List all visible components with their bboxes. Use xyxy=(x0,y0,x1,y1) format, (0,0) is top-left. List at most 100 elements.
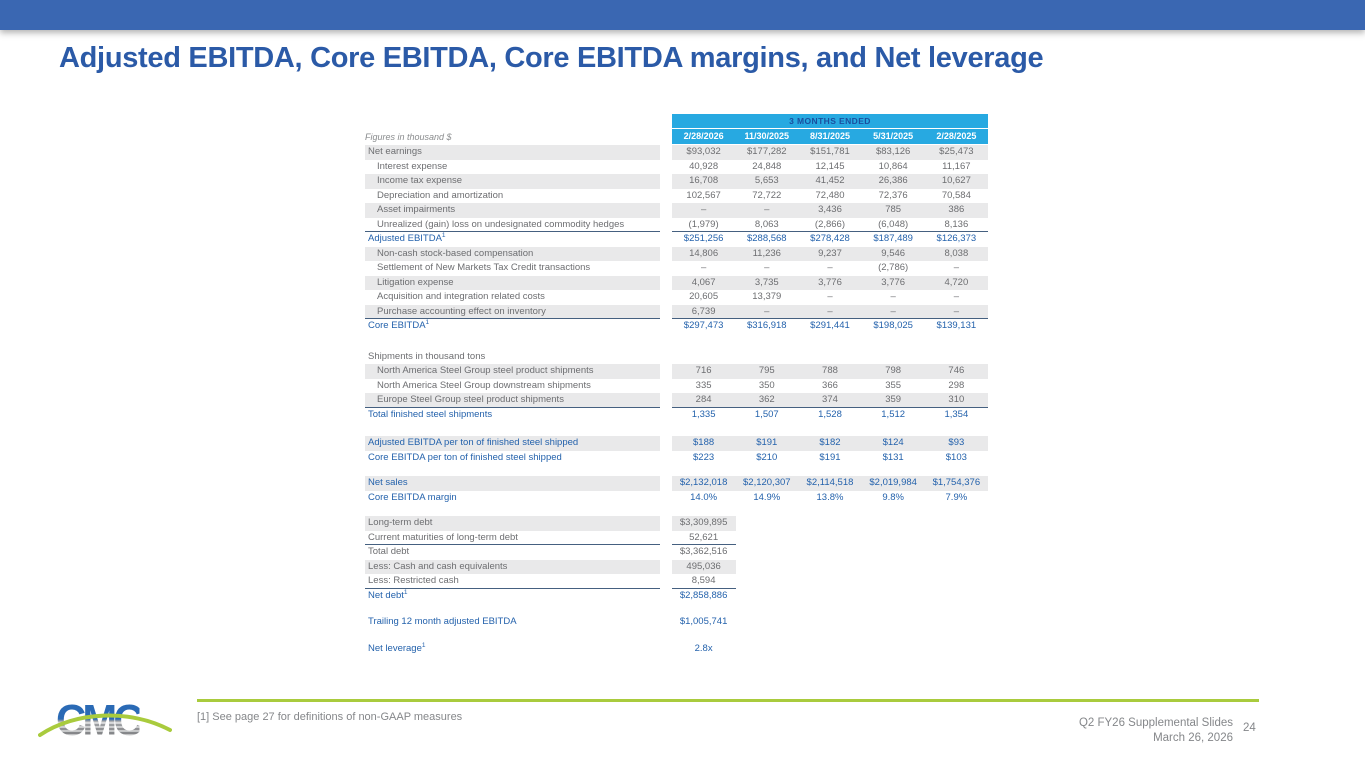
value-cell: 13.8% xyxy=(816,491,844,503)
table-row: Less: Cash and cash equivalents 495,036 xyxy=(365,559,988,575)
value-cell: 374 xyxy=(822,394,838,405)
value-cell: 1,512 xyxy=(881,408,906,420)
value-cell: 12,145 xyxy=(815,160,845,172)
column-gap xyxy=(660,642,672,657)
value-cell: $191 xyxy=(756,437,778,448)
value-cell: $151,781 xyxy=(810,146,850,157)
value-cell: – xyxy=(953,262,959,273)
row-label: Europe Steel Group steel product shipmen… xyxy=(365,393,660,408)
column-header: 11/30/2025 xyxy=(744,131,790,141)
value-cell: 102,567 xyxy=(686,189,721,201)
value-cell: $182 xyxy=(819,437,841,448)
row-values: 1,335 1,507 1,528 1,512 1,354 xyxy=(672,408,988,423)
value-cell: $188 xyxy=(693,437,715,448)
row-label: Income tax expense xyxy=(365,174,660,189)
period-group-label: 3 MONTHS ENDED xyxy=(672,114,988,129)
value-cell: $3,362,516 xyxy=(679,546,728,557)
value-cell: $177,282 xyxy=(746,146,787,157)
column-gap xyxy=(660,516,672,531)
value-cell: 6,739 xyxy=(691,305,716,317)
row-label: Core EBITDA margin xyxy=(368,491,457,503)
table-row: Core EBITDA1 $297,473 $316,918 $291,441 $198… xyxy=(365,319,988,334)
table-row: Interest expense 40,928 24,848 12,145 10,864… xyxy=(365,160,988,175)
table-row: Europe Steel Group steel product shipmen… xyxy=(365,393,988,408)
value-cell: 2.8x xyxy=(694,642,713,654)
column-header: 2/28/2025 xyxy=(936,131,977,141)
value-cell: $2,019,984 xyxy=(869,477,917,488)
section-spacer xyxy=(365,603,988,615)
row-values: 52,621 xyxy=(672,531,736,545)
value-cell: (1,979) xyxy=(688,218,719,230)
section-spacer xyxy=(365,334,988,350)
column-gap xyxy=(660,290,672,305)
row-label: Interest expense xyxy=(377,160,448,172)
value-cell: $251,256 xyxy=(683,233,724,244)
value-cell: $288,568 xyxy=(746,233,787,244)
column-gap xyxy=(660,574,672,589)
row-values: – – – (2,786) – xyxy=(672,261,988,276)
value-cell: 335 xyxy=(695,379,712,391)
row-label: Depreciation and amortization xyxy=(377,189,504,201)
row-values: 40,928 24,848 12,145 10,864 11,167 xyxy=(672,160,988,175)
value-cell: 40,928 xyxy=(689,160,719,172)
value-cell: 4,720 xyxy=(944,276,969,288)
column-gap xyxy=(660,364,672,379)
deck-info: Q2 FY26 Supplemental Slides March 26, 20… xyxy=(933,716,1233,745)
value-cell: 70,584 xyxy=(941,189,971,201)
column-gap xyxy=(660,560,672,575)
value-cell: – xyxy=(953,305,959,317)
column-gap xyxy=(660,589,672,604)
value-cell: $2,858,886 xyxy=(679,589,728,601)
column-gap xyxy=(660,203,672,218)
table-dates-row: 2/28/2026 11/30/2025 8/31/2025 5/31/2025 2/2… xyxy=(672,129,988,144)
units-note: Figures in thousand $ xyxy=(365,132,452,142)
table-row: Trailing 12 month adjusted EBITDA $1,005,… xyxy=(365,615,988,630)
value-cell: 716 xyxy=(695,365,712,376)
column-gap xyxy=(660,305,672,320)
row-label: Total debt xyxy=(368,546,410,557)
row-values: $251,256 $288,568 $278,428 $187,489 $126,373 xyxy=(672,232,988,247)
table-row: Adjusted EBITDA1 $251,256 $288,568 $278,428… xyxy=(365,232,988,247)
row-values: $3,362,516 xyxy=(672,545,736,560)
table-row: Net leverage1 2.8x xyxy=(365,642,988,657)
value-cell: 366 xyxy=(822,379,838,391)
row-values: $1,005,741 xyxy=(672,615,736,630)
column-gap xyxy=(660,232,672,247)
value-cell: 8,038 xyxy=(944,247,969,259)
column-gap xyxy=(660,261,672,276)
row-values: 335 350 366 355 298 xyxy=(672,379,988,394)
column-header: 2/28/2026 xyxy=(683,131,724,141)
column-gap xyxy=(660,319,672,334)
row-label: Trailing 12 month adjusted EBITDA xyxy=(368,616,517,627)
value-cell: 362 xyxy=(758,394,775,405)
value-cell: $191 xyxy=(819,451,841,463)
value-cell: $83,126 xyxy=(875,146,911,157)
row-label: Total finished steel shipments xyxy=(368,408,493,420)
table-row: Unrealized (gain) loss on undesignated c… xyxy=(365,218,988,232)
value-cell: – xyxy=(764,262,770,273)
row-label: Litigation expense xyxy=(365,275,660,290)
value-cell: 8,063 xyxy=(754,218,779,230)
table-row: Net debt1 $2,858,886 xyxy=(365,589,988,604)
value-cell: $93,032 xyxy=(686,146,721,157)
row-values: 495,036 xyxy=(672,559,736,574)
value-cell: 5,653 xyxy=(754,175,779,186)
value-cell: – xyxy=(700,204,707,215)
column-gap xyxy=(660,476,672,491)
table-row: Purchase accounting effect on inventory 6… xyxy=(365,304,988,320)
value-cell: 20,605 xyxy=(689,291,719,302)
row-label: Adjusted EBITDA per ton of finished stee… xyxy=(365,436,660,451)
value-cell: 1,354 xyxy=(944,408,969,420)
row-label: Current maturities of long-term debt xyxy=(365,531,660,545)
table-row: Non-cash stock-based compensation 14,806 1… xyxy=(365,246,988,261)
row-label: Net debt1 xyxy=(368,588,408,601)
row-label: Net earnings xyxy=(365,145,660,160)
column-gap xyxy=(660,379,672,394)
column-gap xyxy=(660,145,672,160)
table-row: Long-term debt $3,309,895 xyxy=(365,516,988,531)
deck-name: Q2 FY26 Supplemental Slides xyxy=(1078,717,1233,729)
row-values: 6,739 – – – – xyxy=(672,304,988,319)
column-gap xyxy=(660,189,672,204)
table-row: Total debt $3,362,516 xyxy=(365,545,988,560)
row-values: 4,067 3,735 3,776 3,776 4,720 xyxy=(672,275,988,290)
